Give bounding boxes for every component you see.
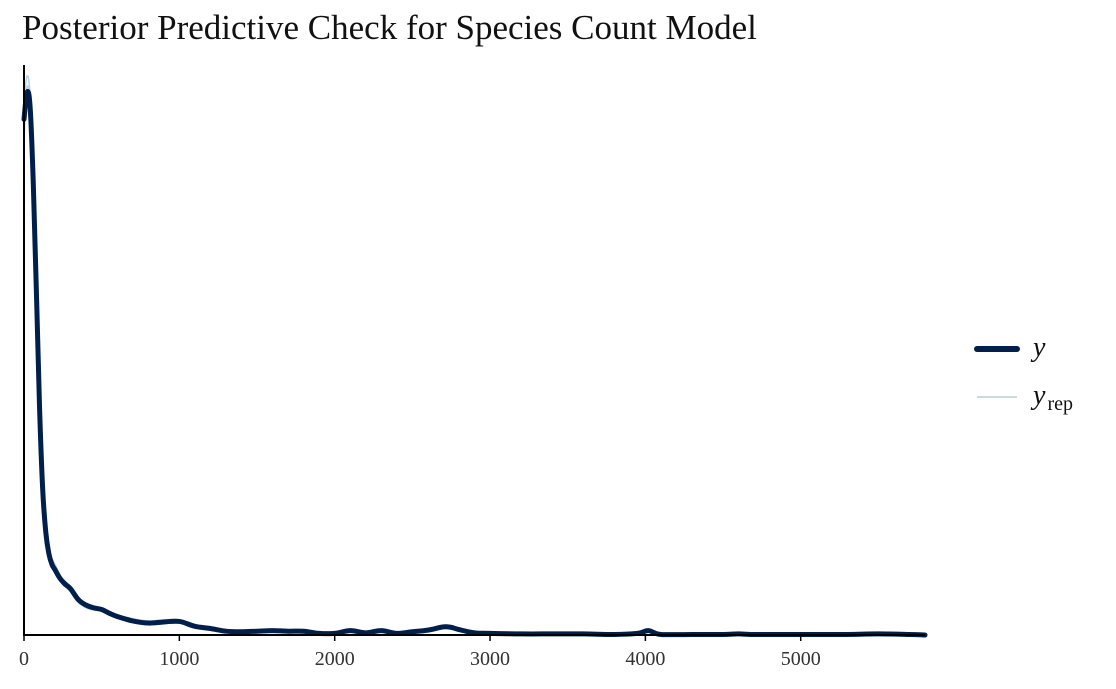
yrep-series-line	[23, 74, 926, 636]
x-tick-label: 5000	[781, 648, 821, 670]
x-tick-label: 2000	[315, 648, 355, 670]
x-tick-label: 1000	[159, 648, 199, 670]
yrep-series-line	[23, 95, 926, 636]
legend-yrep-label: y rep	[1030, 380, 1073, 415]
yrep-series-line	[23, 85, 926, 636]
yrep-series-group	[23, 74, 926, 636]
x-axis-ticks: 0 1000 2000 3000 4000 5000	[19, 635, 821, 670]
legend-y-label: y	[1030, 332, 1046, 363]
legend-yrep-subscript: rep	[1047, 393, 1073, 415]
x-tick-label: 3000	[470, 648, 510, 670]
y-series-line	[21, 89, 928, 638]
legend: y y rep	[974, 332, 1073, 415]
y-series-group	[21, 89, 928, 638]
x-tick-label: 4000	[625, 648, 665, 670]
chart-title: Posterior Predictive Check for Species C…	[22, 8, 757, 47]
x-tick-label: 0	[19, 648, 29, 670]
